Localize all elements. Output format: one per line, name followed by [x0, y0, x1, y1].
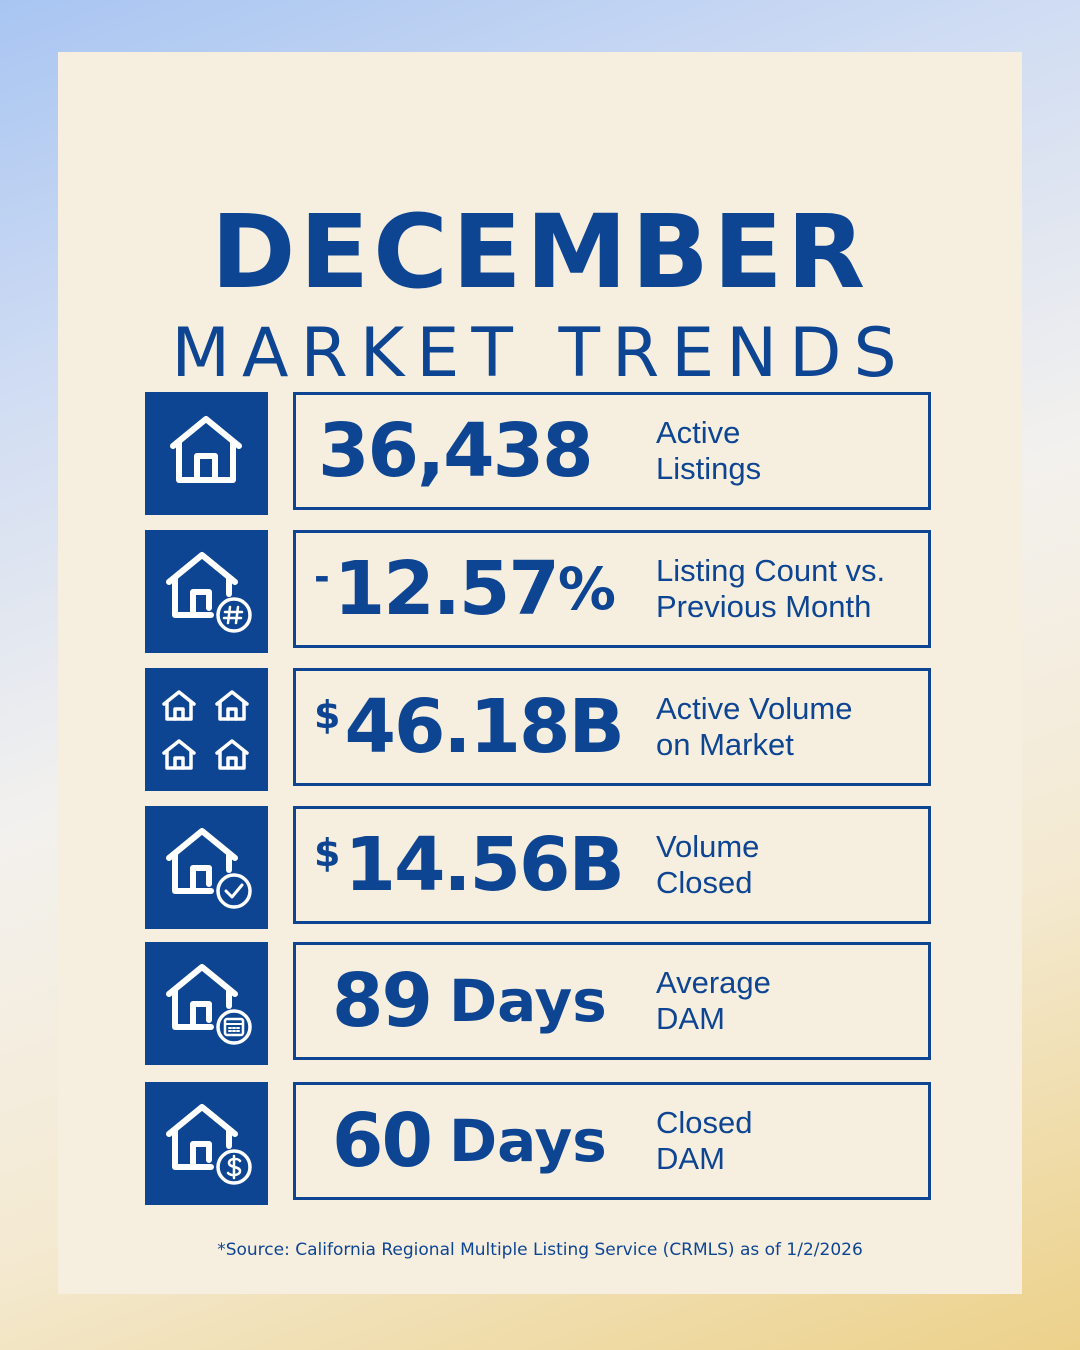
- house-calendar-icon: [145, 942, 268, 1065]
- stat-value: 36,438: [318, 408, 594, 494]
- stat-active-listings: 36,438 Active Listings: [293, 392, 931, 510]
- page-title: DECEMBER: [210, 193, 870, 312]
- stat-value: 89 Days: [332, 958, 607, 1044]
- source-footnote: *Source: California Regional Multiple Li…: [217, 1240, 863, 1260]
- stat-label: Average DAM: [656, 965, 771, 1036]
- infographic-card: DECEMBER MARKET TRENDS 36,438 Active List…: [58, 52, 1022, 1294]
- stat-value: 60 Days: [332, 1098, 607, 1184]
- stat-active-volume: $46.18B Active Volume on Market: [293, 668, 931, 786]
- stat-value: $46.18B: [314, 684, 625, 770]
- stat-label: Volume Closed: [656, 829, 760, 900]
- stat-volume-closed: $14.56B Volume Closed: [293, 806, 931, 924]
- stat-value: -12.57%: [314, 546, 616, 632]
- stat-label: Active Volume on Market: [656, 691, 853, 762]
- stat-label: Closed DAM: [656, 1105, 753, 1176]
- stat-closed-dam: 60 Days Closed DAM: [293, 1082, 931, 1200]
- page-subtitle: MARKET TRENDS: [171, 314, 909, 393]
- stat-label: Listing Count vs. Previous Month: [656, 553, 886, 624]
- stat-value: $14.56B: [314, 822, 625, 908]
- stat-listing-count-change: -12.57% Listing Count vs. Previous Month: [293, 530, 931, 648]
- house-icon: [145, 392, 268, 515]
- house-dollar-icon: [145, 1082, 268, 1205]
- stat-label: Active Listings: [656, 415, 762, 486]
- house-check-icon: [145, 806, 268, 929]
- stat-average-dam: 89 Days Average DAM: [293, 942, 931, 1060]
- house-hash-icon: [145, 530, 268, 653]
- four-houses-icon: [145, 668, 268, 791]
